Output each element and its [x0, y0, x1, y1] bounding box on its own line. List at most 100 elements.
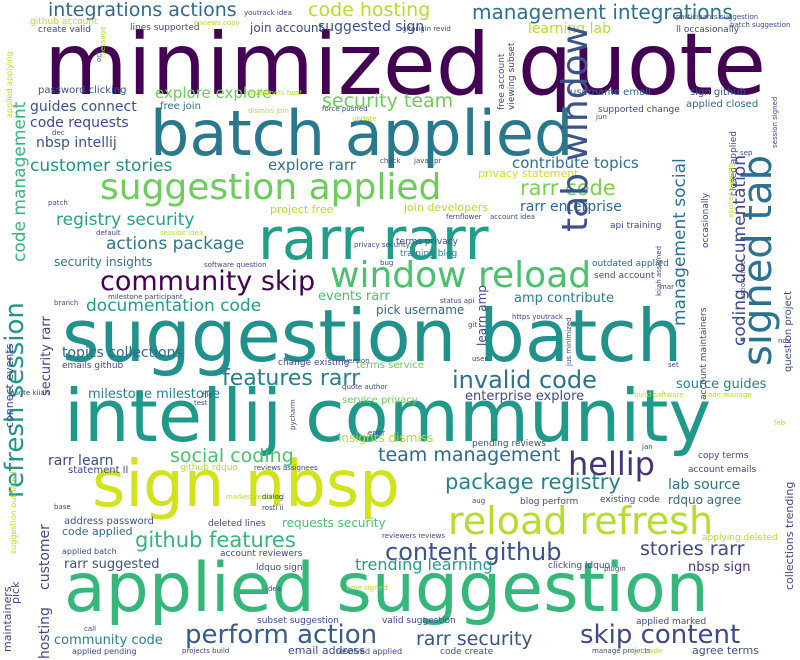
cloud-word: topics collections	[62, 345, 183, 361]
cloud-word: project free	[270, 203, 334, 216]
cloud-word: force pushed	[322, 105, 368, 113]
cloud-word: actions package	[106, 234, 245, 254]
cloud-word: change existing	[278, 358, 350, 368]
cloud-word: insights dismiss	[338, 431, 434, 445]
cloud-word: ll occasionally	[676, 25, 740, 35]
cloud-word: join account	[250, 21, 324, 35]
cloud-word: viewing subset	[507, 42, 517, 110]
cloud-word: window reload	[330, 255, 592, 296]
cloud-word: integrations actions	[48, 0, 237, 21]
cloud-word: patch	[48, 199, 68, 207]
cloud-word: username email	[570, 87, 651, 98]
cloud-word: dialog	[262, 493, 284, 501]
cloud-word: enterprise explore	[465, 389, 585, 404]
cloud-word: content github	[385, 538, 562, 566]
cloud-word: jus minimized	[565, 317, 573, 366]
cloud-word: reviewers reviews	[382, 532, 446, 540]
cloud-word: software question	[204, 261, 267, 269]
cloud-word: kiiah assigned	[655, 245, 663, 296]
cloud-word: terms service	[356, 360, 424, 371]
cloud-word: explore explore	[155, 84, 272, 102]
cloud-word: branch	[54, 299, 79, 307]
cloud-word: agree terms	[692, 644, 759, 657]
cloud-word: copy terms	[698, 451, 749, 461]
cloud-word: learn amp	[475, 285, 489, 346]
cloud-word: learning lab	[528, 21, 611, 37]
cloud-word: security team	[322, 90, 454, 112]
cloud-word: pick	[9, 581, 22, 604]
cloud-word: java	[414, 157, 429, 165]
cloud-word: pr	[434, 157, 442, 165]
cloud-word: subset suggestion	[257, 616, 340, 626]
cloud-word: account maintainers	[699, 307, 709, 400]
cloud-word: free account	[497, 53, 507, 110]
cloud-word: rarr suggested	[64, 557, 160, 572]
cloud-word: statement ll	[68, 465, 129, 476]
cloud-word: applied suggestion	[64, 549, 709, 628]
cloud-word: source guides	[676, 377, 767, 392]
cloud-word: idea	[266, 585, 281, 593]
cloud-word: code applied	[62, 525, 133, 538]
cloud-word: registry security	[56, 210, 195, 230]
cloud-word: session signed	[771, 96, 779, 148]
cloud-word: address password	[64, 516, 154, 527]
cloud-word: management social	[670, 158, 690, 326]
cloud-word: jun	[596, 113, 607, 121]
cloud-word: suggestion applied	[100, 167, 442, 208]
cloud-word: error	[368, 429, 385, 437]
cloud-word: connect events	[3, 343, 16, 428]
cloud-word: https youtrack	[512, 313, 563, 321]
cloud-word: call	[84, 625, 97, 633]
cloud-word: community skip	[100, 266, 316, 297]
cloud-word: code create	[440, 647, 494, 657]
cloud-word: bug	[380, 259, 394, 267]
cloud-word: sign nbsp	[92, 448, 400, 522]
cloud-word: update	[352, 115, 377, 123]
cloud-word: skip content	[580, 620, 741, 650]
cloud-word: rdquo agree	[668, 493, 742, 507]
cloud-word: marked resolved	[226, 493, 285, 501]
cloud-word: rarr code	[520, 176, 616, 200]
cloud-word: minimized quote	[44, 15, 767, 115]
cloud-word: password clicking	[38, 85, 127, 96]
cloud-word: applied marked	[636, 617, 707, 627]
cloud-word: lab source	[668, 477, 741, 493]
cloud-word: code manage	[704, 391, 752, 399]
cloud-word: privacy security	[354, 241, 410, 249]
cloud-word: emails github	[62, 361, 124, 371]
cloud-word: api training	[610, 221, 662, 231]
cloud-word: security insights	[54, 255, 153, 269]
cloud-word: quote author	[342, 383, 388, 391]
cloud-word: reviews assignees	[254, 464, 318, 472]
cloud-word: rosti ii	[262, 504, 284, 512]
cloud-word: user	[472, 355, 488, 363]
cloud-word: applied applying	[5, 51, 14, 118]
cloud-word: status api	[440, 297, 475, 305]
cloud-word: collections trending	[783, 481, 796, 590]
cloud-word: action time	[739, 260, 747, 300]
cloud-word: account emails	[688, 465, 757, 475]
cloud-word: suggestion outdated	[9, 471, 18, 554]
cloud-word: file	[202, 391, 213, 399]
cloud-word: deleted lines	[208, 519, 266, 529]
cloud-word: suggested sign	[318, 19, 425, 35]
cloud-word: reload refresh	[448, 499, 714, 543]
cloud-word: sign github	[690, 87, 746, 98]
cloud-word: supported change	[598, 105, 680, 115]
cloud-word: nbsp sign	[688, 560, 751, 575]
cloud-word: sep	[740, 149, 753, 157]
cloud-word: pick username	[376, 303, 465, 317]
cloud-word: outdated applied	[592, 259, 669, 269]
cloud-word: customer stories	[30, 156, 173, 176]
cloud-word: free join	[160, 101, 201, 112]
cloud-word: account idea	[490, 213, 536, 221]
cloud-word: management integrations	[472, 0, 733, 24]
cloud-word: code management	[10, 101, 30, 262]
cloud-word: default	[96, 229, 121, 237]
cloud-word: invalid code	[452, 366, 597, 394]
cloud-word: participants suggestion	[676, 13, 759, 21]
cloud-word: batch suggestion	[730, 21, 791, 29]
cloud-word: intellij community	[64, 374, 712, 458]
cloud-word: amp contribute	[514, 291, 614, 306]
cloud-word: rarr enterprise	[520, 199, 622, 215]
